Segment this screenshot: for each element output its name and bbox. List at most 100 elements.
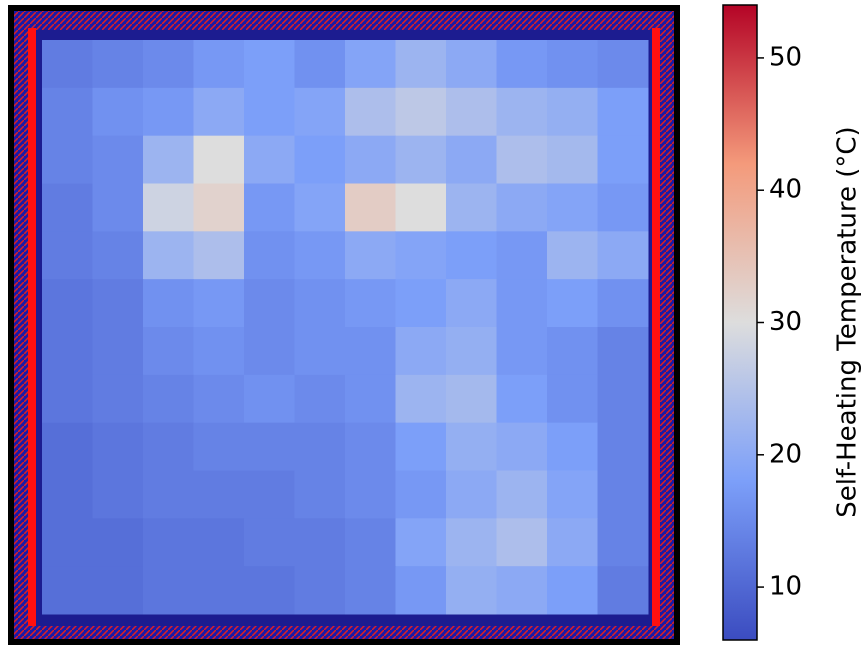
heat-cell — [93, 88, 144, 136]
colorbar-tick-label: 20 — [769, 439, 802, 469]
heat-cell — [547, 518, 598, 566]
heat-cell — [194, 88, 245, 136]
heat-cell — [396, 231, 447, 279]
heat-cell — [446, 375, 497, 423]
heat-cell — [295, 375, 346, 423]
heat-cell — [244, 231, 295, 279]
heat-cell — [93, 279, 144, 327]
heat-cell — [547, 40, 598, 88]
heat-cell — [143, 279, 194, 327]
heat-cell — [42, 327, 93, 375]
heat-cell — [194, 566, 245, 614]
heat-cell — [194, 327, 245, 375]
heat-cell — [547, 327, 598, 375]
heat-cell — [598, 423, 649, 471]
heat-cell — [446, 471, 497, 519]
heat-cell — [42, 471, 93, 519]
heat-cell — [143, 88, 194, 136]
heat-cell — [446, 136, 497, 184]
heat-cell — [244, 375, 295, 423]
heat-cell — [497, 423, 548, 471]
heatmap — [42, 40, 649, 615]
heat-cell — [547, 471, 598, 519]
heat-cell — [143, 518, 194, 566]
heat-cell — [143, 375, 194, 423]
heat-cell — [598, 327, 649, 375]
rail-left — [28, 28, 36, 626]
page: 1020304050 Self-Heating Temperature (°C)… — [0, 0, 867, 646]
heat-cell — [396, 40, 447, 88]
heat-cell — [194, 518, 245, 566]
heat-cell — [194, 231, 245, 279]
heat-cell — [345, 231, 396, 279]
heat-cell — [345, 88, 396, 136]
heat-cell — [42, 375, 93, 423]
heat-cell — [244, 279, 295, 327]
heat-cell — [143, 423, 194, 471]
heat-cell — [143, 40, 194, 88]
heat-cell — [295, 88, 346, 136]
heat-cell — [295, 136, 346, 184]
heat-cell — [244, 88, 295, 136]
heat-cell — [93, 566, 144, 614]
heat-cell — [295, 231, 346, 279]
heat-cell — [446, 40, 497, 88]
heat-cell — [598, 518, 649, 566]
heat-cell — [345, 423, 396, 471]
heat-cell — [244, 327, 295, 375]
heat-cell — [244, 423, 295, 471]
heat-cell — [295, 327, 346, 375]
heat-cell — [42, 231, 93, 279]
heat-cell — [547, 423, 598, 471]
heat-cell — [396, 279, 447, 327]
heat-cell — [497, 518, 548, 566]
heat-cell — [345, 518, 396, 566]
heat-cell — [93, 231, 144, 279]
heat-cell — [143, 184, 194, 232]
heat-cell — [446, 518, 497, 566]
heat-cell — [143, 327, 194, 375]
heat-cell — [396, 518, 447, 566]
heat-cell — [396, 566, 447, 614]
heat-cell — [194, 471, 245, 519]
heat-cell — [244, 136, 295, 184]
heat-cell — [446, 184, 497, 232]
colorbar-tick-label: 40 — [769, 175, 802, 205]
heat-cell — [244, 40, 295, 88]
heat-cell — [345, 40, 396, 88]
heat-cell — [345, 375, 396, 423]
heat-cell — [345, 566, 396, 614]
heat-cell — [345, 327, 396, 375]
heat-cell — [547, 566, 598, 614]
heat-cell — [93, 518, 144, 566]
heat-cell — [446, 231, 497, 279]
heat-cell — [42, 566, 93, 614]
heat-cell — [396, 327, 447, 375]
heat-cell — [295, 471, 346, 519]
heat-cell — [446, 88, 497, 136]
heat-cell — [345, 279, 396, 327]
heat-cell — [42, 136, 93, 184]
heat-cell — [547, 375, 598, 423]
heat-cell — [497, 566, 548, 614]
heat-cell — [396, 88, 447, 136]
heat-cell — [194, 184, 245, 232]
heat-cell — [143, 566, 194, 614]
heat-cell — [42, 88, 93, 136]
heat-cell — [547, 88, 598, 136]
heat-cell — [93, 471, 144, 519]
heat-cell — [143, 136, 194, 184]
heat-cell — [93, 327, 144, 375]
heat-cell — [497, 40, 548, 88]
heat-cell — [497, 184, 548, 232]
chart: 1020304050 Self-Heating Temperature (°C) — [0, 0, 867, 646]
heat-cell — [396, 184, 447, 232]
heat-cell — [194, 279, 245, 327]
heat-cell — [497, 279, 548, 327]
heat-cell — [396, 375, 447, 423]
heat-cell — [598, 136, 649, 184]
heat-cell — [446, 566, 497, 614]
heat-cell — [295, 40, 346, 88]
heat-cell — [93, 375, 144, 423]
heat-cell — [143, 471, 194, 519]
